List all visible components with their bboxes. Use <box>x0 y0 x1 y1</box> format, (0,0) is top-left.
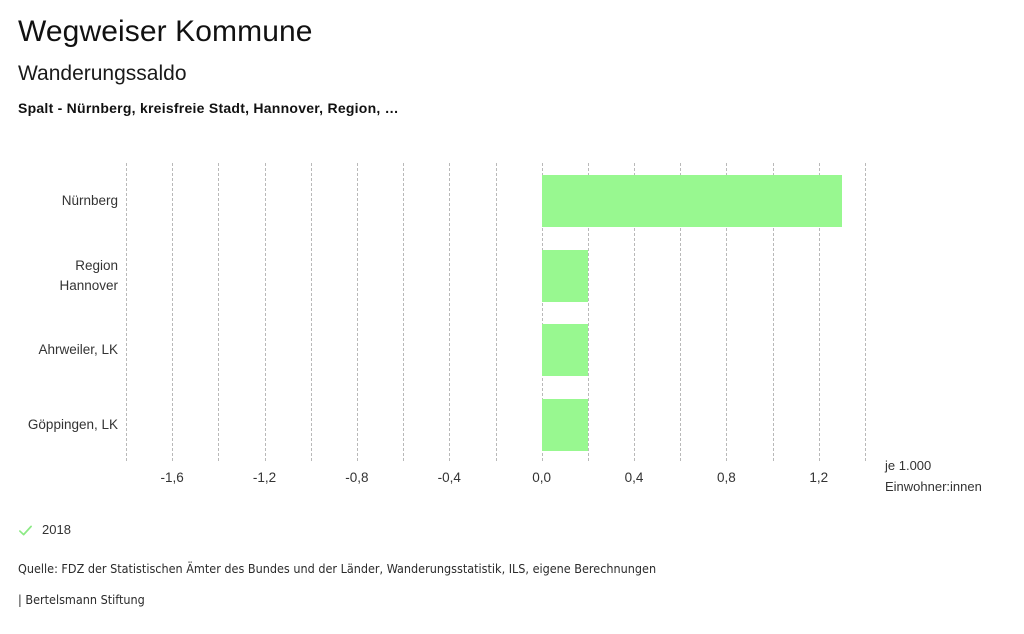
y-axis-label-line: Nürnberg <box>61 193 118 209</box>
chart-subtitle: Wanderungssaldo <box>18 62 187 85</box>
y-axis-label: Region Hannover <box>0 256 118 296</box>
y-axis-category-labels: Nürnberg Region Hannover Ahrweiler, LK Göppi… <box>0 163 118 461</box>
x-axis-tick-label: 1,2 <box>809 470 829 485</box>
x-axis-tick-label: -0,8 <box>345 470 369 485</box>
legend-item-label: 2018 <box>42 522 71 537</box>
gridline <box>818 163 820 461</box>
x-axis-unit-label: je 1.000 Einwohner:innen <box>885 455 1015 497</box>
gridline <box>495 163 497 461</box>
gridline <box>403 163 405 461</box>
bar-row <box>126 249 865 302</box>
x-axis-unit-line-2: Einwohner:innen <box>885 479 982 494</box>
gridline <box>172 163 174 461</box>
bar[interactable] <box>541 324 588 377</box>
check-icon <box>19 525 32 535</box>
gridline <box>587 163 589 461</box>
y-axis-label: Nürnberg <box>0 191 118 211</box>
y-axis-label-line: Ahrweiler, LK <box>38 342 118 358</box>
x-axis-tick-label: -1,6 <box>160 470 184 485</box>
bar[interactable] <box>541 175 842 228</box>
x-axis-tick-label: 0,4 <box>624 470 644 485</box>
gridline <box>449 163 451 461</box>
gridline <box>264 163 266 461</box>
source-note: Quelle: FDZ der Statistischen Ämter des … <box>18 561 657 576</box>
gridline <box>541 163 543 461</box>
bar-row <box>126 398 865 451</box>
x-axis-tick-labels: -1,6 -1,2 -0,8 -0,4 0,0 0,4 0,8 1,2 <box>0 468 1024 490</box>
chart-legend[interactable]: 2018 <box>18 521 71 539</box>
x-axis-unit-line-1: je 1.000 <box>885 458 932 473</box>
x-axis-tick-label: 0,8 <box>717 470 736 485</box>
gridline <box>634 163 636 461</box>
x-axis-tick-label: -0,4 <box>437 470 461 485</box>
chart-header: Wegweiser Kommune Wanderungssaldo Spalt … <box>18 14 1006 117</box>
page-title: Wegweiser Kommune <box>18 15 313 48</box>
chart-footer: Quelle: FDZ der Statistischen Ämter des … <box>18 560 1006 609</box>
y-axis-label: Göppingen, LK <box>0 415 118 435</box>
gridline <box>356 163 358 461</box>
gridline <box>126 163 127 461</box>
gridline <box>772 163 774 461</box>
gridline <box>680 163 682 461</box>
gridline <box>726 163 728 461</box>
publisher-note: | Bertelsmann Stiftung <box>18 592 145 607</box>
y-axis-label: Ahrweiler, LK <box>0 340 118 360</box>
bar[interactable] <box>541 398 588 451</box>
gridline <box>218 163 220 461</box>
y-axis-label-line: Hannover <box>59 277 118 293</box>
x-axis-tick-label: 0,0 <box>532 470 552 485</box>
bar[interactable] <box>541 249 588 302</box>
gridline <box>310 163 312 461</box>
x-axis-tick-label: -1,2 <box>252 470 277 485</box>
chart-caption: Spalt - Nürnberg, kreisfreie Stadt, Hann… <box>18 100 399 116</box>
bar-series-2018[interactable] <box>126 163 865 461</box>
gridline <box>865 163 866 461</box>
y-axis-label-line: Region <box>75 257 118 273</box>
bar-row <box>126 175 865 228</box>
plot-area[interactable] <box>126 163 866 461</box>
bar-row <box>126 324 865 377</box>
y-axis-label-line: Göppingen, LK <box>27 416 118 432</box>
